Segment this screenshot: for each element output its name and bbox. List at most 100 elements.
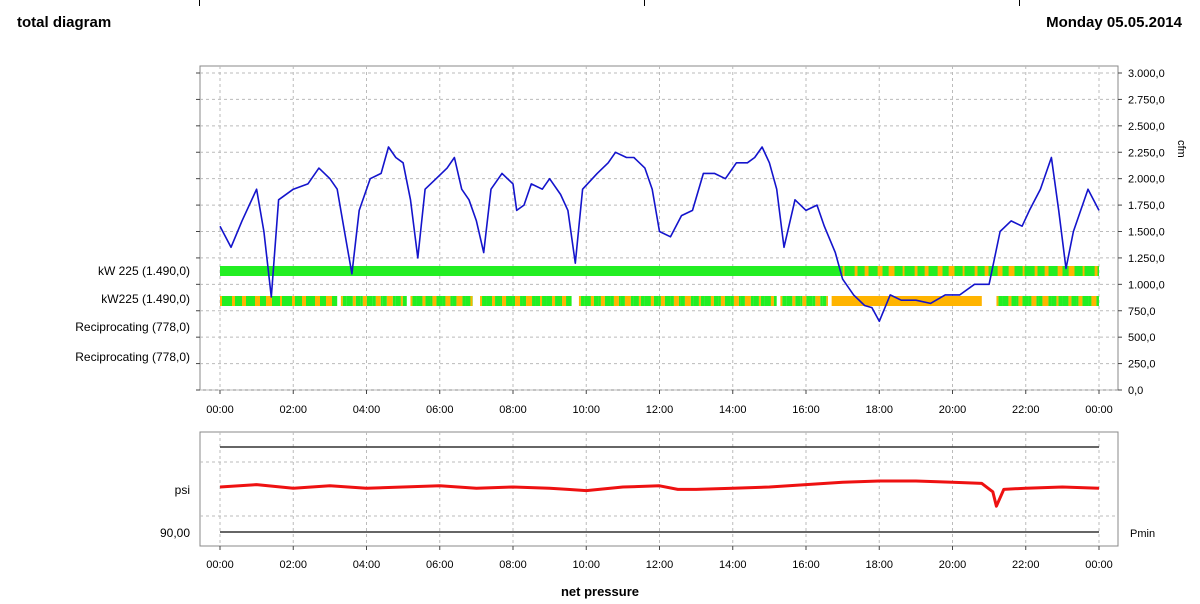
status-stripe [450, 296, 453, 306]
status-stripe [520, 296, 523, 306]
status-stripe [1014, 266, 1018, 276]
status-stripe [613, 296, 619, 306]
status-stripe [842, 266, 845, 276]
top-tick [644, 0, 645, 6]
status-stripe [962, 266, 965, 276]
status-stripe [1091, 296, 1097, 306]
status-stripe [884, 266, 889, 276]
x-tick-label: 08:00 [499, 404, 527, 416]
x-tick-label: 14:00 [719, 559, 747, 571]
status-stripe [964, 266, 969, 276]
status-stripe [1082, 266, 1085, 276]
status-stripe [996, 296, 999, 306]
status-stripe [306, 296, 312, 306]
status-stripe [425, 296, 431, 306]
y2-tick-label: 2.750,0 [1128, 94, 1165, 106]
status-stripe [1042, 266, 1045, 276]
status-stripe [522, 296, 527, 306]
status-stripe [392, 296, 396, 306]
status-stripe [362, 296, 367, 306]
status-stripe [664, 296, 671, 306]
status-row-label: kW225 (1.490,0) [101, 292, 190, 306]
status-stripe [442, 296, 446, 306]
status-stripe [1002, 296, 1009, 306]
status-stripe [857, 266, 863, 276]
status-stripe [312, 296, 315, 306]
status-stripe [1048, 266, 1055, 276]
status-stripe [942, 266, 945, 276]
status-stripe [792, 296, 796, 306]
status-stripe [465, 296, 471, 306]
status-stripe [908, 266, 915, 276]
status-stripe [1088, 296, 1092, 306]
x-tick-label: 16:00 [792, 559, 820, 571]
y2-tick-label: 0,0 [1128, 385, 1143, 397]
status-stripe [902, 266, 905, 276]
status-stripe [412, 296, 417, 306]
status-stripe [315, 296, 320, 306]
status-stripe [800, 296, 803, 306]
status-stripe [1098, 296, 1099, 306]
top-tick [199, 0, 200, 6]
status-stripe [1058, 296, 1063, 306]
status-stripe [977, 266, 983, 276]
status-stripe [506, 296, 513, 306]
status-stripe [302, 296, 306, 306]
status-stripe [1088, 266, 1095, 276]
status-stripe [1051, 296, 1057, 306]
status-stripe [822, 296, 827, 306]
status-stripe [744, 296, 751, 306]
status-stripe [300, 296, 302, 306]
status-stripe [1017, 266, 1023, 276]
status-stripe [720, 296, 725, 306]
y2-tick-label: 750,0 [1128, 306, 1156, 318]
status-stripe [1022, 296, 1029, 306]
status-stripe [500, 296, 503, 306]
status-stripe [782, 296, 787, 306]
x-tick-label: 04:00 [353, 404, 381, 416]
status-stripe [395, 296, 401, 306]
status-stripe [555, 296, 561, 306]
status-stripe [812, 296, 816, 306]
status-stripe [773, 296, 777, 306]
status-stripe [1036, 296, 1039, 306]
status-stripe [802, 296, 807, 306]
status-stripe [470, 296, 473, 306]
status-stripe [492, 296, 496, 306]
status-stripe [660, 296, 665, 306]
status-stripe [402, 296, 407, 306]
status-stripe [578, 296, 581, 306]
status-stripe [322, 296, 326, 306]
status-stripe [1074, 266, 1078, 276]
status-stripe [678, 296, 681, 306]
status-stripe [386, 296, 393, 306]
status-stripe [1068, 296, 1072, 306]
x-tick-label: 02:00 [279, 404, 307, 416]
status-stripe [698, 296, 701, 306]
status-stripe [658, 296, 661, 306]
status-stripe [1018, 296, 1023, 306]
status-stripe [400, 296, 403, 306]
status-stripe [795, 296, 801, 306]
status-stripe [462, 296, 466, 306]
status-stripe [526, 296, 533, 306]
cfm-series-line [219, 146, 1100, 323]
status-stripe [610, 296, 614, 306]
status-stripe [422, 296, 426, 306]
y2-tick-label: 1.500,0 [1128, 227, 1165, 239]
chart-title: total diagram [17, 14, 112, 31]
x-tick-label: 00:00 [1085, 404, 1113, 416]
status-stripe [326, 296, 332, 306]
status-row-label: Reciprocating (778,0) [75, 350, 190, 364]
status-stripe [786, 296, 793, 306]
status-stripe [532, 296, 536, 306]
x-tick-label: 00:00 [206, 559, 234, 571]
status-stripe [282, 296, 286, 306]
status-stripe [758, 296, 761, 306]
status-stripe [1004, 266, 1009, 276]
status-stripe [1042, 296, 1049, 306]
status-stripe [704, 296, 711, 306]
y2-tick-label: 500,0 [1128, 332, 1156, 344]
status-stripe [914, 266, 918, 276]
